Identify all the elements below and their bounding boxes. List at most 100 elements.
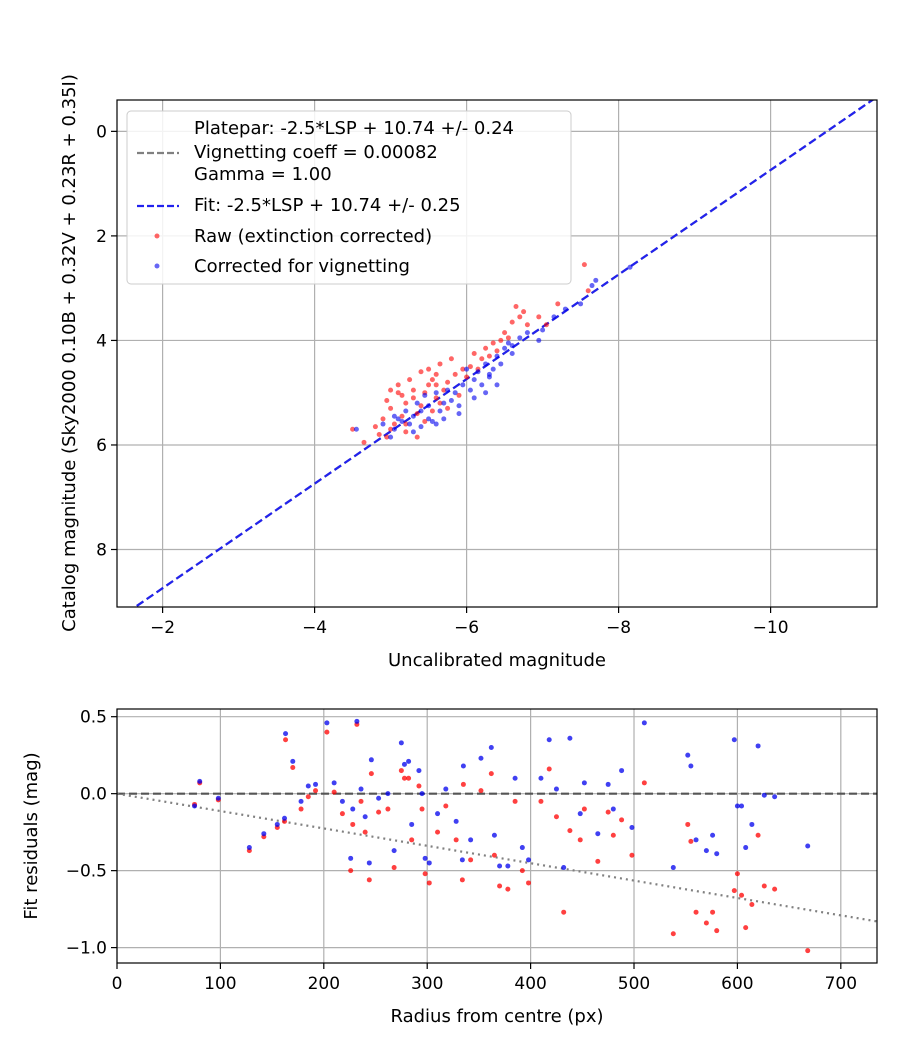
bottom-raw-point (743, 925, 749, 931)
bottom-corrected-point (710, 832, 716, 838)
bottom-raw-point (577, 837, 583, 843)
bottom-corrected-point (714, 851, 720, 857)
bottom-raw-point (567, 828, 573, 834)
bottom-corrected-point (561, 865, 567, 871)
top-corrected-point (452, 390, 458, 396)
bottom-raw-point (350, 821, 356, 827)
top-ticks: −2 −4 −6 −8 −10 0 2 4 6 8 (96, 122, 788, 638)
top-corrected-point (464, 366, 470, 372)
bottom-raw-point (605, 809, 611, 815)
bottom-raw-point (324, 729, 330, 735)
legend-entry-corrected: Corrected for vignetting (194, 256, 410, 277)
bottom-corrected-point (761, 792, 767, 798)
bottom-raw-point (290, 764, 296, 770)
top-corrected-point (509, 343, 515, 349)
bottom-x-tick-label: 700 (825, 974, 857, 994)
top-corrected-point (426, 416, 432, 422)
top-corrected-point (418, 408, 424, 414)
top-raw-point (456, 392, 462, 398)
top-raw-point (521, 309, 527, 315)
top-raw-point (445, 405, 451, 411)
bottom-corrected-point (419, 791, 425, 797)
bottom-raw-point (443, 803, 449, 809)
top-corrected-point (391, 426, 397, 432)
bottom-x-tick-label: 300 (411, 974, 443, 994)
legend-entry-platepar: Platepar: -2.5*LSP + 10.74 +/- 0.24 (194, 118, 514, 139)
bottom-corrected-point (246, 845, 252, 851)
top-raw-point (460, 366, 466, 372)
top-raw-point (388, 387, 394, 393)
bottom-corrected-point (290, 758, 296, 764)
top-corrected-point (562, 306, 568, 312)
top-raw-point (376, 432, 382, 438)
top-raw-point (505, 335, 511, 341)
top-corrected-point (433, 390, 439, 396)
bottom-raw-point (619, 817, 625, 823)
top-raw-point (399, 413, 405, 419)
bottom-raw-point (734, 871, 740, 877)
bottom-line-vignetting (117, 792, 877, 923)
bottom-corrected-point (460, 763, 466, 769)
bottom-raw-point (685, 821, 691, 827)
top-corrected-point (517, 335, 523, 341)
bottom-raw-point (688, 838, 694, 844)
top-raw-point (479, 356, 485, 362)
bottom-corrected-point (416, 768, 422, 774)
bottom-raw-point (581, 806, 587, 812)
bottom-corrected-point (348, 855, 354, 861)
top-corrected-point (490, 366, 496, 372)
legend-entry-vignetting: Vignetting coeff = 0.00082 (194, 142, 438, 163)
bottom-corrected-point (734, 803, 740, 809)
top-raw-point (555, 301, 561, 307)
bottom-corrected-point (350, 806, 356, 812)
top-corrected-point (589, 283, 595, 289)
bottom-raw-point (512, 798, 518, 804)
bottom-raw-point (366, 877, 372, 883)
top-raw-point (361, 439, 367, 445)
top-raw-point (414, 434, 420, 440)
top-corrected-point (551, 314, 557, 320)
top-corrected-point (509, 351, 515, 356)
top-raw-point (498, 337, 504, 343)
top-corrected-point (429, 418, 435, 424)
top-raw-point (395, 390, 401, 396)
top-raw-point (433, 371, 439, 377)
bottom-raw-point (731, 888, 737, 894)
bottom-y-tick-label: 0.5 (80, 708, 107, 728)
bottom-raw-point (629, 852, 635, 858)
top-raw-point (410, 387, 416, 393)
bottom-x-tick-label: 100 (204, 974, 236, 994)
top-corrected-point (494, 353, 500, 359)
top-x-tick-label: −4 (302, 618, 327, 638)
bottom-raw-point (553, 814, 559, 820)
bottom-corrected-point (605, 781, 611, 787)
top-raw-point (399, 392, 405, 398)
top-raw-point (513, 303, 519, 309)
top-raw-point (464, 374, 470, 380)
bottom-ticks: 0 100 200 300 400 500 600 700 0.5 0.0 −0.5 −1.0 (66, 708, 857, 994)
legend-box (126, 110, 572, 285)
legend-swatch-raw (154, 233, 160, 239)
top-corrected-point (475, 369, 481, 375)
bottom-y-tick-label: −1.0 (66, 939, 107, 959)
top-raw-point (581, 262, 587, 268)
bottom-raw-point (435, 829, 441, 835)
top-corrected-point (456, 403, 462, 409)
top-corrected-point (471, 395, 477, 401)
top-raw-point (418, 369, 424, 375)
top-corrected-point (502, 345, 508, 351)
bottom-raw-point (398, 768, 404, 774)
bottom-raw-point (339, 811, 345, 817)
bottom-raw-point (453, 837, 459, 843)
bottom-corrected-point (274, 821, 280, 827)
top-raw-point (391, 421, 397, 427)
bottom-plot-frame (116, 708, 878, 964)
bottom-raw-point (358, 798, 364, 804)
bottom-corrected-point (610, 806, 616, 812)
bottom-corrected-point (459, 857, 465, 863)
bottom-corrected-point (385, 791, 391, 797)
top-raw-point (422, 418, 428, 424)
top-y-tick-label: 8 (96, 541, 107, 561)
